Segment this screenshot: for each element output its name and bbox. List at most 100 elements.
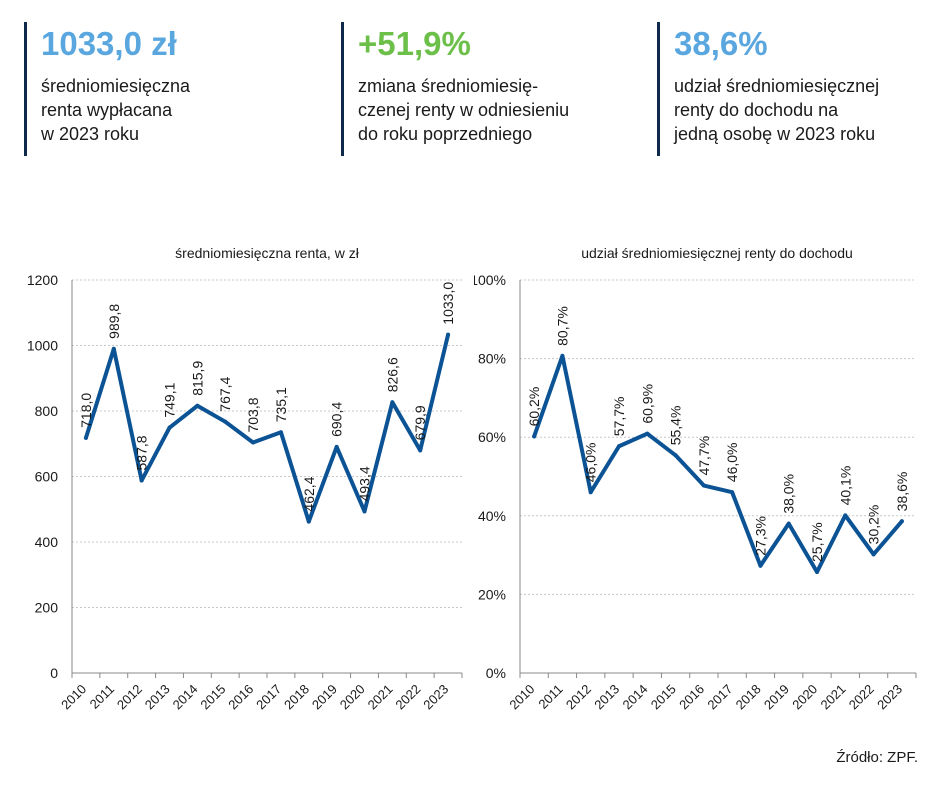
y-tick-label: 60% xyxy=(478,429,506,445)
chart-title: średniomiesięczna renta, w zł xyxy=(175,245,360,261)
share-line-chart: udział średniomiesięcznej renty do docho… xyxy=(474,245,917,712)
x-tick-label: 2011 xyxy=(87,681,117,711)
data-point xyxy=(645,431,650,436)
y-tick-label: 400 xyxy=(35,534,59,550)
data-point xyxy=(167,425,172,430)
x-tick-label: 2017 xyxy=(704,681,735,712)
data-point xyxy=(560,353,565,358)
kpi-value: +51,9% xyxy=(358,25,471,62)
x-tick-label: 2018 xyxy=(281,681,312,712)
chart-title: udział średniomiesięcznej renty do docho… xyxy=(581,245,853,261)
y-tick-label: 20% xyxy=(478,586,506,602)
data-label: 826,6 xyxy=(384,357,400,392)
y-tick-label: 1200 xyxy=(27,272,58,288)
kpi-description: średniomiesięczna renta wypłacana w 2023… xyxy=(41,76,191,144)
x-tick-label: 2019 xyxy=(309,681,340,712)
data-label: 47,7% xyxy=(696,436,712,476)
data-label: 25,7% xyxy=(809,522,825,562)
data-point xyxy=(83,435,88,440)
x-tick-label: 2013 xyxy=(591,681,622,712)
x-tick-label: 2010 xyxy=(58,681,89,712)
data-label: 767,4 xyxy=(217,376,233,411)
y-tick-label: 40% xyxy=(478,508,506,524)
data-label: 587,8 xyxy=(134,435,150,470)
x-tick-label: 2023 xyxy=(420,681,451,712)
data-label: 60,9% xyxy=(639,384,655,424)
data-label: 46,0% xyxy=(724,443,740,483)
data-point xyxy=(111,346,116,351)
y-tick-label: 100% xyxy=(474,272,506,288)
data-label: 57,7% xyxy=(611,397,627,437)
data-point xyxy=(139,478,144,483)
series-line xyxy=(532,353,904,574)
x-tick-label: 2010 xyxy=(506,681,537,712)
x-tick-label: 2011 xyxy=(535,681,565,711)
data-point xyxy=(730,490,735,495)
data-label: 38,0% xyxy=(781,474,797,514)
data-label: 679,9 xyxy=(412,405,428,440)
series-line xyxy=(83,332,451,524)
data-point xyxy=(195,403,200,408)
x-tick-label: 2017 xyxy=(253,681,284,712)
pension-line-chart: średniomiesięczna renta, w zł 0 200 400 600 8… xyxy=(27,245,463,712)
data-label: 718,0 xyxy=(78,393,94,428)
kpi-pension-change: +51,9% zmiana średniomiesię- czenej rent… xyxy=(341,22,648,156)
data-label: 749,1 xyxy=(162,382,178,417)
x-tick-label: 2015 xyxy=(197,681,228,712)
kpi-description: udział średniomiesięcznej renty do docho… xyxy=(674,76,880,144)
kpi-description: zmiana średniomiesię- czenej renty w odn… xyxy=(358,76,570,144)
data-label: 38,6% xyxy=(894,472,910,512)
data-point xyxy=(899,519,904,524)
kpi-average-pension: 1033,0 zł średniomiesięczna renta wypłac… xyxy=(24,22,331,156)
data-point xyxy=(871,552,876,557)
data-point xyxy=(617,444,621,449)
y-tick-label: 80% xyxy=(478,351,506,367)
y-tick-label: 1000 xyxy=(27,338,58,354)
data-point xyxy=(673,453,678,458)
y-tick-label: 800 xyxy=(35,403,59,419)
x-tick-label: 2018 xyxy=(733,681,764,712)
data-point xyxy=(786,521,791,526)
x-tick-label: 2014 xyxy=(620,681,651,712)
x-tick-label: 2021 xyxy=(818,681,849,712)
x-tick-label: 2020 xyxy=(337,681,368,712)
x-tick-label: 2019 xyxy=(761,681,792,712)
x-tick-label: 2013 xyxy=(142,681,173,712)
data-label: 60,2% xyxy=(526,387,542,427)
data-label: 80,7% xyxy=(554,306,570,346)
x-tick-label: 2012 xyxy=(114,681,145,712)
data-point xyxy=(701,483,706,488)
data-label: 462,4 xyxy=(301,476,317,511)
data-label: 493,4 xyxy=(357,466,373,501)
data-point xyxy=(251,440,256,445)
data-point xyxy=(223,419,228,424)
kpi-pension-income-share: 38,6% udział średniomiesięcznej renty do… xyxy=(657,22,948,156)
x-tick-label: 2012 xyxy=(563,681,594,712)
data-point xyxy=(588,490,593,495)
x-tick-label: 2020 xyxy=(789,681,820,712)
y-tick-label: 0% xyxy=(486,665,506,681)
data-label: 735,1 xyxy=(273,387,289,422)
x-tick-label: 2022 xyxy=(392,681,423,712)
kpi-value: 38,6% xyxy=(674,25,768,62)
data-label: 690,4 xyxy=(329,402,345,437)
y-tick-label: 600 xyxy=(35,469,59,485)
data-label: 46,0% xyxy=(583,443,599,483)
data-point xyxy=(532,434,537,439)
data-point xyxy=(843,513,848,518)
x-tick-label: 2022 xyxy=(846,681,877,712)
x-tick-label: 2016 xyxy=(225,681,256,712)
x-tick-label: 2015 xyxy=(648,681,679,712)
data-label: 1033,0 xyxy=(440,282,456,325)
data-label: 40,1% xyxy=(837,466,853,506)
data-label: 989,8 xyxy=(106,304,122,339)
data-point xyxy=(815,569,819,574)
data-label: 55,4% xyxy=(668,406,684,446)
x-tick-label: 2023 xyxy=(874,681,905,712)
y-tick-label: 0 xyxy=(50,665,58,681)
data-point xyxy=(390,400,395,405)
data-point xyxy=(306,519,311,524)
data-point xyxy=(758,563,763,568)
y-tick-label: 200 xyxy=(35,600,59,616)
kpi-value: 1033,0 zł xyxy=(41,25,177,62)
